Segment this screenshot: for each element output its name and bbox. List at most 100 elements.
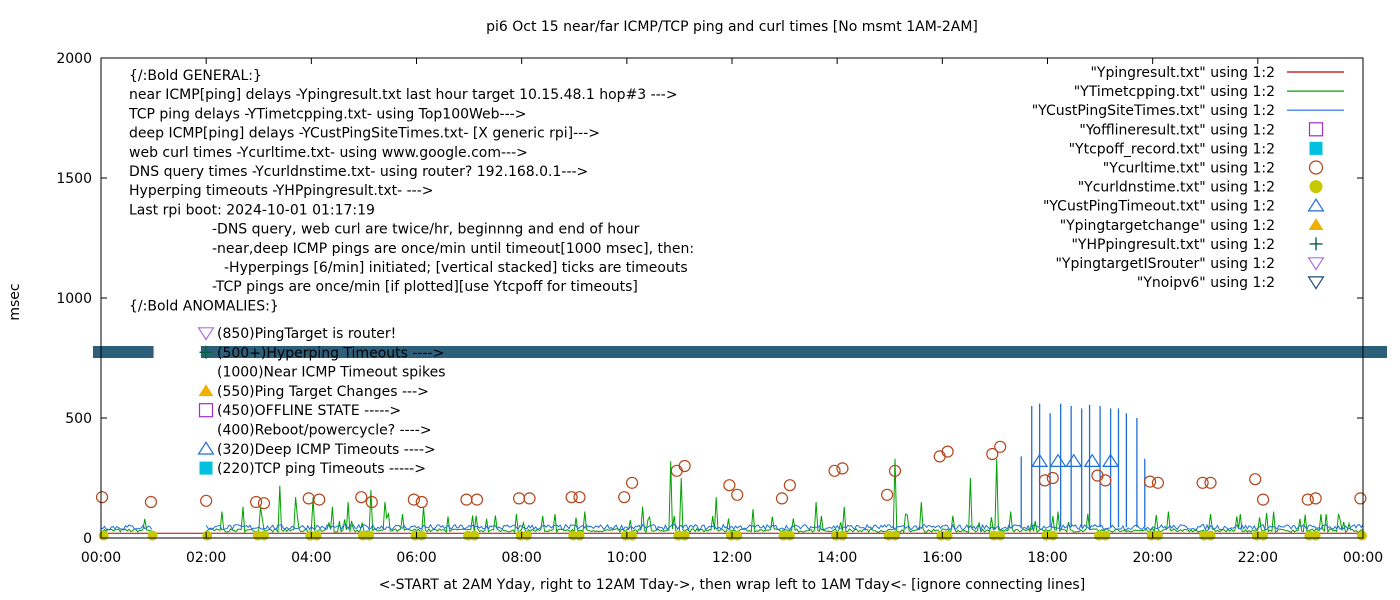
x-tick-label: 10:00 bbox=[607, 550, 647, 566]
curl-time-point bbox=[836, 462, 849, 475]
legend-label: "Ytcpoff_record.txt" using 1:2 bbox=[1069, 141, 1275, 157]
curl-dns-point bbox=[98, 530, 109, 541]
anomaly-label: (850)PingTarget is router! bbox=[217, 326, 396, 342]
curl-time-point bbox=[1204, 476, 1217, 489]
curl-time-point bbox=[1354, 492, 1367, 505]
curl-time-point bbox=[986, 447, 999, 461]
x-tick-label: 04:00 bbox=[291, 550, 331, 566]
x-tick-label: 20:00 bbox=[1132, 550, 1172, 566]
curl-time-point bbox=[723, 479, 736, 492]
curl-time-point bbox=[415, 495, 428, 509]
legend-label: "Ypingresult.txt" using 1:2 bbox=[1090, 65, 1275, 81]
anomaly-symbol bbox=[197, 441, 215, 455]
annotation-line: near ICMP[ping] delays -Ypingresult.txt … bbox=[129, 87, 678, 103]
curl-dns-point bbox=[202, 530, 213, 541]
series-deep-icmp bbox=[100, 523, 1364, 532]
x-tick-label: 14:00 bbox=[817, 550, 857, 566]
curl-dns-point bbox=[1310, 530, 1321, 541]
x-tick-label: 22:00 bbox=[1238, 550, 1278, 566]
curl-dns-point bbox=[942, 530, 953, 541]
annotation-line: web curl times -Ycurltime.txt- using www… bbox=[129, 145, 528, 161]
curl-dns-point bbox=[732, 530, 743, 541]
curl-time-point bbox=[1091, 469, 1104, 482]
curl-time-point bbox=[523, 492, 536, 505]
curl-time-point bbox=[407, 493, 420, 506]
deep-icmp-timeout-point bbox=[1031, 453, 1049, 467]
chart-title: pi6 Oct 15 near/far ICMP/TCP ping and cu… bbox=[486, 19, 978, 35]
deep-icmp-timeout-point bbox=[1102, 453, 1120, 467]
legend-swatch bbox=[1308, 160, 1324, 175]
anomaly-symbol bbox=[199, 461, 213, 475]
legend-label: "Ypingtargetchange" using 1:2 bbox=[1060, 218, 1275, 234]
y-tick-label: 1500 bbox=[56, 171, 92, 187]
annotation-line: -TCP pings are once/min [if plotted][use… bbox=[212, 279, 638, 295]
deep-icmp-timeout-point bbox=[1083, 453, 1101, 467]
curl-time-point bbox=[881, 488, 894, 501]
curl-dns-point bbox=[416, 530, 427, 541]
noipv6-band-right bbox=[200, 346, 1388, 358]
anomaly-label: (450)OFFLINE STATE -----> bbox=[217, 403, 401, 419]
legend-label: "YTimetcpping.txt" using 1:2 bbox=[1074, 84, 1275, 100]
annotation-line: {/:Bold GENERAL:} bbox=[129, 68, 262, 84]
curl-dns-point bbox=[1100, 530, 1111, 541]
x-tick-label: 08:00 bbox=[501, 550, 541, 566]
curl-time-point bbox=[933, 450, 946, 463]
anomaly-symbol bbox=[197, 327, 215, 341]
curl-time-point bbox=[828, 464, 841, 477]
x-tick-label: 06:00 bbox=[396, 550, 436, 566]
curl-dns-point bbox=[837, 530, 848, 541]
x-tick-label: 02:00 bbox=[186, 550, 226, 566]
anomaly-label: (400)Reboot/powercycle? ----> bbox=[217, 423, 432, 439]
curl-time-point bbox=[1038, 474, 1051, 487]
deep-icmp-timeout-point bbox=[1049, 453, 1067, 467]
tick-labels: 00:00 02:00 04:00 06:00 08:00 10:00 12:00 14:00… bbox=[56, 51, 1383, 566]
x-tick-label: 12:00 bbox=[712, 550, 752, 566]
curl-time-point bbox=[95, 491, 109, 504]
legend-swatch bbox=[1307, 276, 1325, 290]
x-tick-label: 00:00 bbox=[1343, 550, 1383, 566]
curl-dns-point bbox=[311, 530, 322, 541]
curl-time-point bbox=[1309, 492, 1322, 505]
curl-time-point bbox=[365, 495, 378, 509]
curl-time-point bbox=[731, 488, 744, 501]
legend-label: "Ycurldnstime.txt" using 1:2 bbox=[1078, 180, 1275, 196]
x-tick-label: 18:00 bbox=[1027, 550, 1067, 566]
curl-dns-point bbox=[1047, 530, 1058, 541]
anomaly-label: (500+)Hyperping Timeouts ----> bbox=[217, 345, 444, 361]
curl-dns-point bbox=[1356, 530, 1367, 541]
noipv6-band-left bbox=[93, 346, 154, 358]
curl-time-point bbox=[941, 445, 954, 458]
y-axis-label: msec bbox=[7, 283, 23, 320]
x-axis-label: <-START at 2AM Yday, right to 12AM Tday-… bbox=[379, 577, 1085, 593]
legend-label: "YHPpingresult.txt" using 1:2 bbox=[1071, 237, 1275, 253]
curl-time-point bbox=[573, 491, 586, 504]
curl-time-point bbox=[1301, 493, 1314, 506]
curl-dns-point bbox=[259, 530, 270, 541]
legend-label: "YCustPingSiteTimes.txt" using 1:2 bbox=[1032, 103, 1275, 119]
y-tick-label: 2000 bbox=[56, 51, 92, 67]
curl-dns-point bbox=[890, 530, 901, 541]
legend: "Ypingresult.txt" using 1:2 "YTimetcpping… bbox=[1032, 65, 1344, 291]
curl-time-point bbox=[1099, 474, 1112, 487]
curl-time-point bbox=[1151, 476, 1165, 489]
curl-time-point bbox=[888, 464, 902, 477]
x-tick-label: 16:00 bbox=[922, 550, 962, 566]
annotation-line: -DNS query, web curl are twice/hr, begin… bbox=[212, 222, 640, 238]
annotation-line: Last rpi boot: 2024-10-01 01:17:19 bbox=[129, 202, 375, 218]
curl-time-point bbox=[1196, 476, 1209, 489]
legend-swatch bbox=[1309, 237, 1323, 251]
y-tick-label: 1000 bbox=[56, 291, 92, 307]
curl-time-point bbox=[1249, 473, 1262, 486]
y-tick-label: 500 bbox=[65, 411, 92, 427]
legend-swatch bbox=[1309, 180, 1323, 194]
annotation-line: -Hyperpings [6/min] initiated; [vertical… bbox=[224, 260, 688, 276]
deep-icmp-timeout-point bbox=[1065, 453, 1083, 467]
annotation-text: {/:Bold GENERAL:} near ICMP[ping] delays … bbox=[128, 68, 694, 314]
legend-swatch bbox=[1309, 141, 1323, 155]
legend-label: "Ynoipv6" using 1:2 bbox=[1137, 275, 1275, 291]
legend-swatch bbox=[1307, 257, 1325, 271]
annotation-line: deep ICMP[ping] delays -YCustPingSiteTim… bbox=[129, 126, 600, 142]
curl-time-point bbox=[460, 493, 473, 506]
curl-time-point bbox=[1046, 471, 1059, 485]
curl-dns-point bbox=[1205, 530, 1216, 541]
